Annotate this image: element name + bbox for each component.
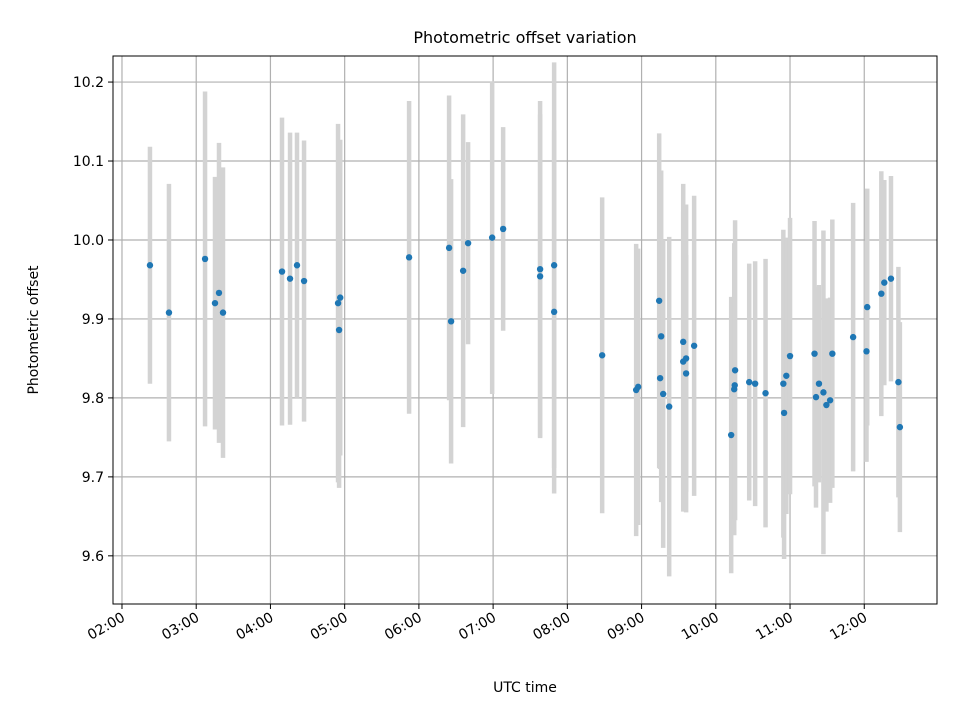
- data-point: [682, 355, 690, 362]
- data-point: [634, 383, 642, 391]
- data-point: [731, 367, 739, 374]
- data-point: [665, 403, 673, 410]
- data-point: [219, 309, 227, 316]
- data-point: [690, 342, 698, 349]
- data-point: [863, 348, 870, 355]
- data-point: [405, 254, 413, 261]
- data-point: [447, 318, 455, 325]
- y-tick-label: 9.7: [82, 470, 104, 486]
- data-point: [786, 352, 794, 360]
- data-point: [335, 326, 343, 334]
- data-point: [550, 308, 558, 316]
- data-point: [334, 299, 342, 307]
- data-point: [464, 239, 472, 247]
- x-tick-label: 12:00: [827, 610, 870, 644]
- x-tick-label: 06:00: [382, 610, 425, 644]
- data-point: [896, 423, 904, 431]
- data-point: [286, 275, 294, 282]
- data-point: [762, 389, 769, 397]
- data-point: [659, 390, 667, 398]
- data-point: [215, 289, 223, 297]
- x-ticks: 02:00 03:00 04:00 05:00 06:00 07:00 08:00 09:00…: [85, 604, 870, 644]
- data-point: [829, 350, 836, 357]
- data-point: [146, 262, 154, 269]
- data-point: [293, 262, 301, 269]
- data-point: [727, 431, 735, 439]
- data-point: [488, 234, 496, 241]
- data-point: [746, 378, 753, 386]
- data-point: [823, 401, 830, 409]
- x-axis-label: UTC time: [493, 680, 557, 696]
- y-tick-label: 9.6: [82, 549, 104, 565]
- data-point: [887, 275, 895, 282]
- data-point: [815, 380, 823, 387]
- y-ticks: 9.6 9.7 9.8 9.9 10.0 10.1 10.2: [73, 75, 113, 565]
- data-point: [550, 262, 558, 269]
- x-tick-label: 07:00: [456, 610, 499, 644]
- data-points: [146, 225, 904, 439]
- data-point: [849, 333, 857, 341]
- data-point: [680, 338, 687, 346]
- data-point: [731, 382, 738, 389]
- data-point: [751, 380, 759, 387]
- x-tick-label: 08:00: [530, 610, 573, 644]
- data-point: [445, 244, 453, 252]
- data-point: [499, 225, 507, 233]
- x-tick-label: 03:00: [159, 610, 202, 644]
- plot-frame: [112, 55, 938, 605]
- data-point: [165, 309, 173, 316]
- x-tick-label: 10:00: [679, 610, 722, 644]
- x-tick-label: 02:00: [85, 610, 128, 644]
- data-point: [211, 299, 219, 307]
- data-point: [864, 303, 871, 311]
- data-point: [780, 380, 787, 387]
- x-tick-label: 05:00: [308, 610, 351, 644]
- data-point: [811, 350, 818, 357]
- data-point: [895, 378, 902, 386]
- y-tick-label: 9.9: [82, 312, 104, 328]
- data-point: [682, 370, 690, 377]
- chart-title: Photometric offset variation: [413, 28, 636, 47]
- data-point: [826, 397, 834, 404]
- data-point: [812, 393, 820, 401]
- data-point: [780, 409, 788, 417]
- data-point: [881, 279, 888, 286]
- data-point: [201, 255, 209, 263]
- y-tick-label: 10.0: [73, 233, 104, 249]
- data-point: [655, 297, 663, 304]
- y-axis-label: Photometric offset: [26, 265, 42, 395]
- data-point: [878, 290, 885, 297]
- data-point: [657, 333, 665, 340]
- x-tick-label: 09:00: [605, 610, 648, 644]
- y-tick-label: 10.1: [73, 154, 104, 170]
- x-tick-label: 04:00: [233, 610, 276, 644]
- data-point: [536, 265, 544, 273]
- data-point: [300, 277, 308, 285]
- y-tick-label: 10.2: [73, 75, 104, 91]
- y-tick-label: 9.8: [82, 391, 104, 407]
- x-tick-label: 11:00: [753, 610, 796, 644]
- data-point: [656, 374, 664, 382]
- data-point: [459, 267, 467, 274]
- data-point: [598, 352, 606, 359]
- data-point: [278, 268, 286, 275]
- data-point: [783, 372, 790, 379]
- data-point: [820, 389, 827, 396]
- data-point: [536, 273, 544, 280]
- data-point: [337, 294, 344, 301]
